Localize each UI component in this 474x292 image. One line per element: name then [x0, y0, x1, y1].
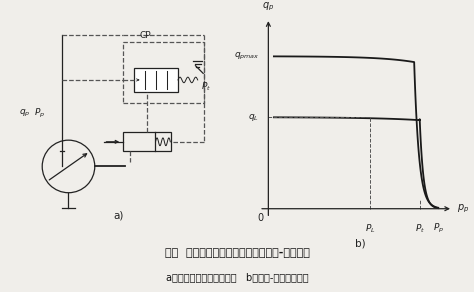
Text: $P_t$: $P_t$: [415, 222, 425, 234]
Text: $P_p$: $P_p$: [35, 107, 46, 120]
Text: $q_p$: $q_p$: [262, 0, 274, 13]
Text: $q_L$: $q_L$: [248, 112, 259, 123]
Text: a）恒压控制变量控制原理   b）压力-流量特性曲线: a）恒压控制变量控制原理 b）压力-流量特性曲线: [166, 272, 308, 282]
Text: $P_L$: $P_L$: [365, 222, 375, 234]
Bar: [123, 133, 172, 151]
Text: $q_{pmax}$: $q_{pmax}$: [234, 51, 259, 62]
Bar: [123, 42, 204, 103]
Text: 图一  恒压控制变量控制原理及其压力-流量曲线: 图一 恒压控制变量控制原理及其压力-流量曲线: [164, 248, 310, 258]
Text: $q_p$: $q_p$: [19, 108, 30, 119]
Text: b): b): [356, 239, 366, 249]
Text: 0: 0: [257, 213, 263, 223]
Text: CP: CP: [139, 31, 151, 40]
Text: $P_t$: $P_t$: [201, 81, 211, 93]
Bar: [134, 68, 178, 92]
Text: a): a): [114, 211, 124, 221]
Text: $p_p$: $p_p$: [456, 203, 469, 215]
Text: $P_p$: $P_p$: [433, 222, 444, 235]
